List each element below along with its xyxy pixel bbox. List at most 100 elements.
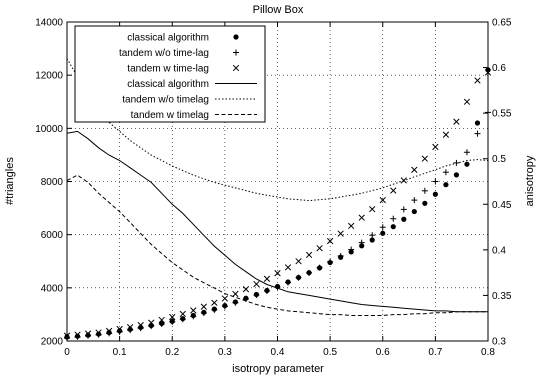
data-point [263, 275, 271, 282]
y-tick-label-left: 8000 [41, 177, 64, 188]
legend-label: tandem w time-lag [127, 64, 209, 75]
data-point [158, 316, 165, 324]
data-point [474, 120, 481, 126]
data-point [74, 331, 81, 338]
data-point [253, 292, 260, 299]
chart-title: Pillow Box [253, 4, 304, 16]
x-tick-label: 0.1 [113, 347, 127, 358]
data-point [379, 196, 386, 204]
data-point [274, 270, 281, 277]
data-point [422, 200, 428, 206]
data-point [432, 143, 439, 151]
data-point [169, 318, 176, 325]
legend-label: tandem w timelag [131, 110, 209, 121]
series-tandem-w-timelag-right [66, 174, 488, 316]
data-point [253, 280, 260, 288]
x-tick-label: 0.2 [165, 347, 179, 358]
data-point [200, 310, 207, 317]
y-tick-label-right: 0.6 [492, 63, 506, 74]
legend-label: classical algorithm [127, 79, 209, 90]
data-point [211, 306, 218, 313]
data-point [148, 323, 155, 330]
data-point [442, 131, 450, 138]
y-tick-label-right: 0.3 [492, 337, 506, 348]
data-point [369, 232, 376, 239]
legend-item: classical algorithm [127, 79, 257, 90]
y-tick-label-left: 6000 [41, 230, 64, 241]
legend: classical algorithm tandem w/o time-lag ta… [74, 25, 266, 123]
series-line [66, 130, 488, 313]
data-point [179, 310, 186, 318]
data-point [169, 313, 176, 321]
legend-swatch [233, 34, 239, 40]
series-line [66, 58, 489, 202]
data-point [306, 269, 313, 276]
data-point [348, 222, 355, 230]
data-point [421, 187, 428, 194]
data-point [95, 329, 102, 336]
y-tick-label-right: 0.55 [492, 109, 512, 120]
data-point [463, 98, 471, 105]
data-point [284, 264, 292, 271]
data-point [316, 245, 323, 252]
data-point [390, 224, 396, 230]
x-tick-label: 0.3 [218, 347, 232, 358]
data-point [411, 197, 418, 204]
data-point [380, 230, 386, 236]
y-axis-label-left: #triangles [4, 157, 16, 205]
series-layer [63, 58, 492, 341]
y-tick-label-right: 0.35 [492, 291, 512, 302]
data-point [148, 319, 155, 326]
data-point [295, 258, 302, 265]
legend-label: classical algorithm [127, 33, 209, 44]
series-line [66, 174, 488, 316]
legend-item: tandem w/o time-lag [119, 48, 239, 59]
data-point [285, 279, 292, 286]
data-point [443, 182, 449, 188]
data-point [474, 77, 481, 84]
y-axis-label-right: anisotropy [524, 155, 536, 206]
data-point [400, 206, 407, 213]
data-point [379, 224, 386, 231]
legend-swatch [232, 64, 240, 72]
data-point [464, 161, 470, 167]
data-point [137, 325, 144, 332]
data-point [390, 187, 397, 194]
legend-item: tandem w timelag [131, 110, 257, 121]
legend-item: tandem w/o timelag [122, 95, 257, 106]
data-point [305, 251, 313, 259]
x-tick-label: 0 [64, 347, 70, 358]
x-tick-label: 0.8 [481, 347, 495, 358]
y-tick-label-right: 0.4 [492, 245, 506, 256]
data-point [337, 252, 344, 259]
data-point [221, 295, 229, 302]
data-point [232, 299, 239, 306]
y-tick-label-right: 0.45 [492, 200, 512, 211]
data-point [421, 155, 429, 162]
data-point [432, 191, 438, 197]
series-classical-algorithm-right [66, 130, 488, 313]
y-tick-label-left: 4000 [41, 283, 64, 294]
data-point [369, 205, 376, 213]
data-point [263, 288, 270, 295]
data-point [127, 327, 134, 334]
axes: 0 0.1 0.2 0.3 0.4 0.5 0.6 0.7 0.8 2000 4000 6000 800… [35, 18, 512, 359]
data-point [105, 327, 113, 335]
data-point [327, 258, 334, 265]
data-point [390, 215, 397, 222]
data-point [474, 130, 481, 137]
data-point [190, 313, 197, 320]
y-tick-label-right: 0.5 [492, 154, 506, 165]
data-point [211, 299, 218, 306]
data-point [432, 178, 439, 185]
data-point [84, 330, 92, 337]
series-tandem-w-o-timelag-right [66, 58, 489, 202]
data-point [158, 320, 165, 327]
data-point [316, 264, 323, 271]
x-tick-label: 0.7 [428, 347, 442, 358]
data-point [463, 149, 470, 156]
data-point [453, 118, 460, 125]
data-point [411, 166, 418, 173]
data-point [190, 307, 197, 314]
